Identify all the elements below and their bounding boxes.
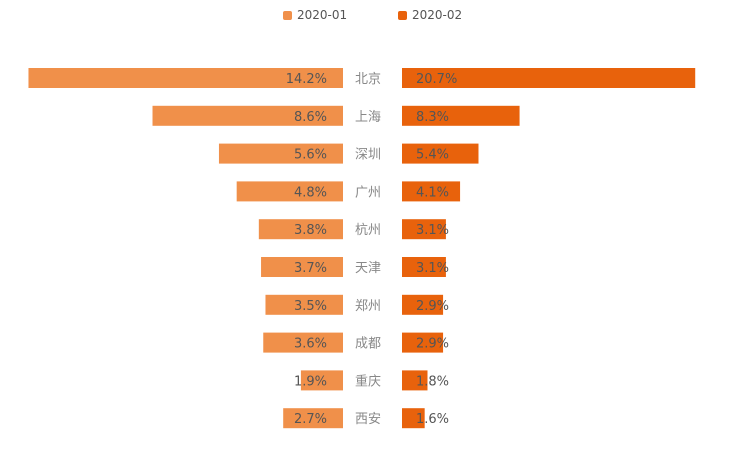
category-label-天津: 天津 — [355, 261, 381, 276]
bar-2020-01-广州 — [236, 181, 343, 202]
data-label-2020-02-郑州: 2.9% — [416, 299, 449, 314]
bar-2020-02-杭州 — [402, 219, 446, 240]
category-label-西安: 西安 — [355, 412, 381, 427]
data-label-2020-01-重庆: 1.9% — [294, 374, 327, 389]
category-label-成都: 成都 — [355, 337, 381, 352]
data-label-2020-01-上海: 8.6% — [294, 110, 327, 125]
bar-2020-01-上海 — [152, 105, 343, 126]
data-label-2020-02-西安: 1.6% — [416, 412, 449, 427]
bar-2020-01-北京 — [28, 68, 343, 88]
data-label-2020-02-上海: 8.3% — [416, 110, 449, 125]
data-label-2020-02-杭州: 3.1% — [416, 223, 449, 238]
legend-item-series-1[interactable]: 2020-01 — [283, 6, 347, 24]
data-label-2020-01-杭州: 3.8% — [294, 223, 327, 238]
category-label-杭州: 杭州 — [355, 223, 381, 238]
category-label-深圳: 深圳 — [355, 148, 381, 163]
data-label-2020-01-深圳: 5.6% — [294, 148, 327, 163]
bar-2020-02-西安 — [402, 408, 425, 429]
data-label-2020-02-深圳: 5.4% — [416, 148, 449, 163]
bar-2020-02-广州 — [402, 181, 461, 202]
category-label-郑州: 郑州 — [355, 299, 381, 314]
bar-2020-02-成都 — [402, 332, 444, 353]
chart-legend: 2020-01 2020-02 — [0, 6, 744, 24]
bar-2020-02-北京 — [402, 68, 696, 88]
category-label-重庆: 重庆 — [355, 373, 381, 389]
bar-2020-02-天津 — [402, 257, 446, 277]
bar-2020-01-郑州 — [265, 294, 343, 315]
legend-label-series-2: 2020-02 — [412, 8, 463, 22]
legend-item-series-2[interactable]: 2020-02 — [398, 6, 462, 24]
data-label-2020-01-郑州: 3.5% — [294, 299, 327, 314]
bar-2020-02-上海 — [402, 105, 520, 126]
bar-2020-01-重庆 — [300, 370, 343, 391]
bar-2020-01-西安 — [283, 408, 343, 429]
data-label-2020-02-广州: 4.1% — [416, 185, 449, 200]
data-label-2020-01-北京: 14.2% — [286, 72, 327, 87]
bar-2020-01-成都 — [263, 332, 343, 353]
data-label-2020-02-重庆: 1.8% — [416, 374, 449, 389]
category-label-广州: 广州 — [355, 185, 381, 200]
legend-label-series-1: 2020-01 — [297, 8, 348, 22]
data-label-2020-02-北京: 20.7% — [416, 72, 457, 87]
bar-2020-01-深圳 — [218, 143, 343, 164]
data-label-2020-01-天津: 3.7% — [294, 261, 327, 276]
legend-swatch-series-2 — [398, 10, 407, 20]
data-label-2020-01-广州: 4.8% — [294, 185, 327, 200]
legend-swatch-series-1 — [283, 10, 292, 20]
category-label-上海: 上海 — [355, 110, 381, 125]
bar-2020-01-杭州 — [258, 219, 343, 240]
data-label-2020-01-成都: 3.6% — [294, 337, 327, 352]
bar-2020-01-天津 — [261, 257, 343, 277]
bar-2020-02-郑州 — [402, 294, 444, 315]
bar-2020-02-深圳 — [402, 143, 479, 164]
data-label-2020-02-成都: 2.9% — [416, 337, 449, 352]
bar-2020-02-重庆 — [402, 370, 428, 391]
data-label-2020-01-西安: 2.7% — [294, 412, 327, 427]
data-label-2020-02-天津: 3.1% — [416, 261, 449, 276]
category-label-北京: 北京 — [355, 72, 381, 87]
